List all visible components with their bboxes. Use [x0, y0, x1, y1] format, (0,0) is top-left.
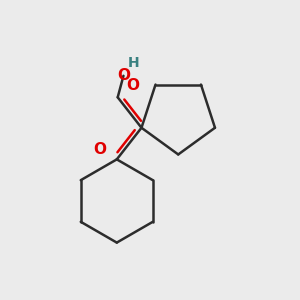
- Text: H: H: [128, 56, 140, 70]
- Text: O: O: [93, 142, 106, 157]
- Text: O: O: [126, 78, 140, 93]
- Text: O: O: [117, 68, 130, 83]
